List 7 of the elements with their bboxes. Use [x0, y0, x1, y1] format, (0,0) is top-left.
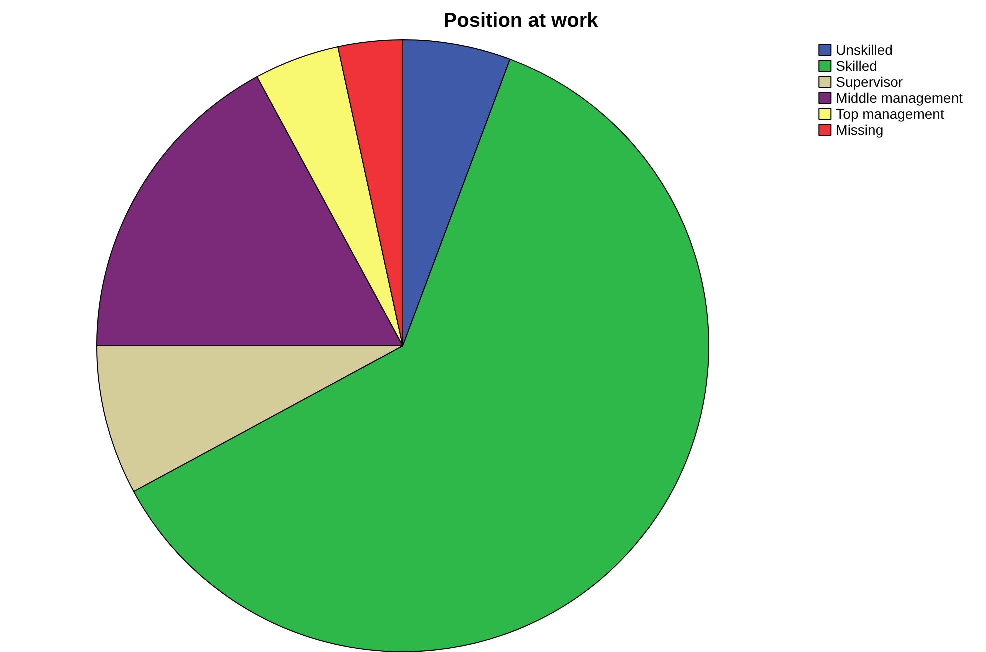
legend-label: Skilled [836, 58, 878, 74]
legend-label: Missing [836, 122, 884, 138]
legend-label: Supervisor [836, 74, 904, 90]
legend-label: Unskilled [836, 42, 893, 58]
chart-title: Position at work [444, 10, 600, 32]
legend-label: Top management [836, 106, 944, 122]
legend-label: Middle management [836, 90, 964, 106]
